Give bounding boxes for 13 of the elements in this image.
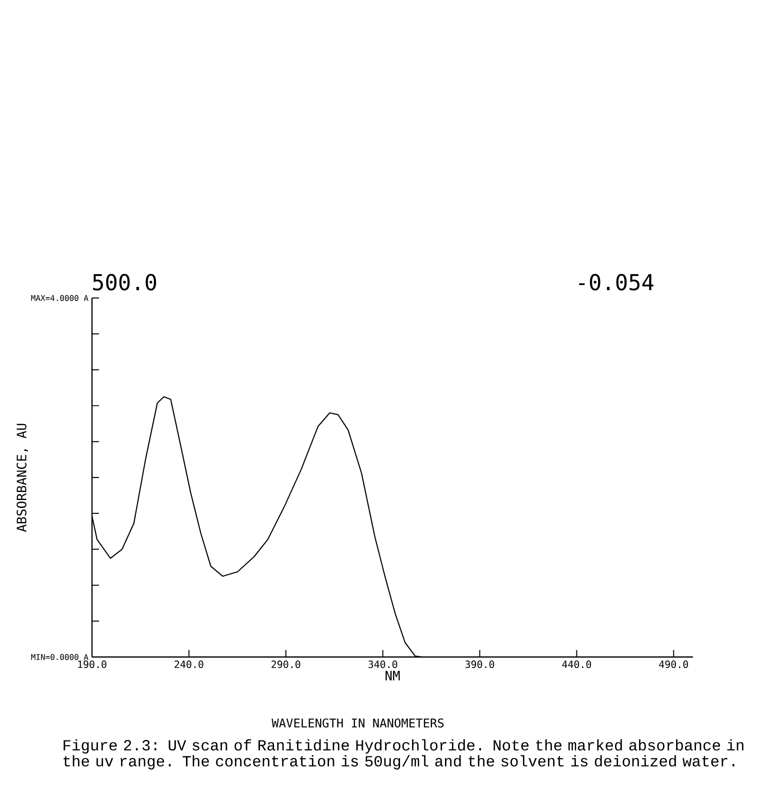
text: -0.054 (579, 274, 654, 290)
x-tick-label: 240.0 (174, 660, 204, 668)
caption: Figure 2.3: UV scan of Ranitidine Hydrochloride. Note the marked absorbance in the uv range. The concentration is 50ug/ml and the solvent is deionized water. (64, 739, 744, 770)
text: 500.0 (93, 274, 156, 290)
x-tick-label: 490.0 (659, 660, 688, 668)
x-tick-label: 340.0 (368, 660, 398, 668)
x-tick-label: 190.0 (78, 660, 106, 668)
x-tick-label: 290.0 (272, 660, 300, 668)
text: WAVELENGTH IN NANOMETERS (272, 718, 444, 728)
x-tick-label: 440.0 (562, 660, 592, 668)
x-axis-title: NM (386, 670, 400, 680)
y-axis-title: ABSORBANCE, AU (16, 424, 28, 532)
x-tick-label: 390.0 (465, 660, 494, 668)
